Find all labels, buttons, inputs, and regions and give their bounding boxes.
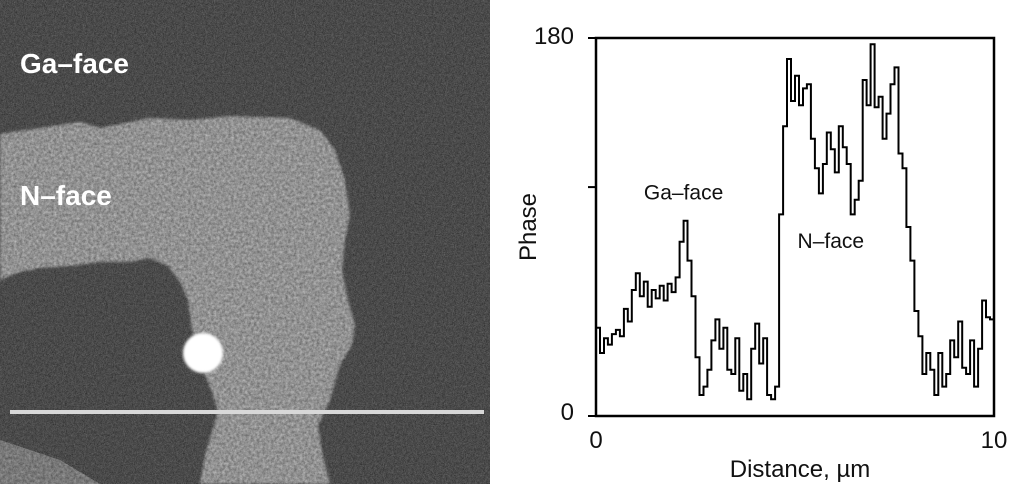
afm-phase-image: Ga–face N–face: [0, 0, 490, 484]
x-tick-label-min: 0: [589, 427, 602, 454]
ga-face-label: Ga–face: [20, 48, 129, 79]
annotation-ga-face: Ga–face: [644, 182, 723, 205]
y-axis-label: Phase: [515, 193, 542, 261]
plot-frame: [594, 36, 996, 418]
y-tick-label-min: 0: [561, 399, 574, 426]
tick-marks: [588, 37, 596, 417]
y-tick-label-max: 180: [534, 23, 574, 50]
bright-particle: [183, 333, 223, 373]
phase-profile-chart: 180 0 0 10 Distance, µm Phase Ga–face N–…: [515, 23, 1008, 483]
n-face-label: N–face: [20, 180, 112, 211]
texture-speckle: [0, 0, 490, 484]
annotation-n-face: N–face: [798, 230, 865, 253]
x-axis-label: Distance, µm: [730, 456, 871, 483]
x-tick-label-max: 10: [981, 427, 1008, 454]
series-line-phase: [596, 43, 995, 401]
